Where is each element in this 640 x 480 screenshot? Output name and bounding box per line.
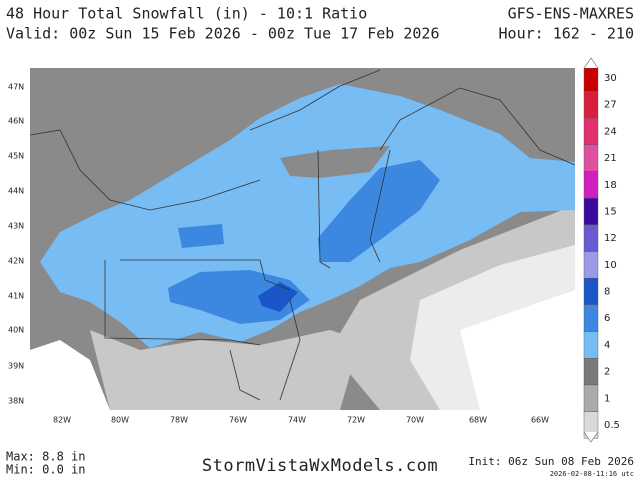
lat-label: 43N [8, 222, 24, 231]
lon-label: 80W [111, 416, 129, 425]
colorbar-label: 30 [604, 73, 617, 84]
lat-label: 42N [8, 257, 24, 266]
lat-label: 38N [8, 397, 24, 406]
timestamp: 2026-02-08-11:16 utc [550, 470, 634, 478]
white-region [30, 340, 110, 410]
lat-label: 39N [8, 362, 24, 371]
colorbar-label: 24 [604, 126, 617, 137]
colorbar-swatch [583, 384, 599, 412]
white-region [460, 290, 575, 410]
colorbar-swatch [583, 117, 599, 145]
valid-time: Valid: 00z Sun 15 Feb 2026 - 00z Tue 17 … [6, 25, 439, 43]
lat-label: 45N [8, 152, 24, 161]
hour: Hour: 162 - 210 [499, 25, 634, 43]
colorbar-label: 10 [604, 260, 617, 271]
lon-label: 66W [531, 416, 549, 425]
colorbar-swatch [583, 358, 599, 386]
colorbar-label: 15 [604, 206, 617, 217]
low-snow-patch [280, 146, 390, 178]
colorbar-swatch [583, 144, 599, 172]
min-value: Min: 0.0 in [6, 463, 85, 477]
colorbar-swatch [583, 91, 599, 119]
init-time: Init: 06z Sun 08 Feb 2026 [468, 455, 634, 468]
colorbar-label: 27 [604, 100, 617, 111]
colorbar-label: 18 [604, 180, 617, 191]
colorbar-swatch [583, 171, 599, 199]
lat-label: 41N [8, 292, 24, 301]
light-gray-region [90, 330, 360, 410]
colorbar-label: 4 [604, 340, 610, 351]
lon-label: 70W [406, 416, 424, 425]
map [29, 68, 576, 410]
colorbar-swatch [583, 251, 599, 279]
colorbar-label: 1 [604, 393, 610, 404]
lon-label: 76W [229, 416, 247, 425]
colorbar-swatch [583, 67, 599, 92]
model: GFS-ENS-MAXRES [508, 5, 634, 23]
lon-label: 72W [347, 416, 365, 425]
colorbar-label: 12 [604, 233, 617, 244]
colorbar-swatch [583, 304, 599, 332]
lon-label: 78W [170, 416, 188, 425]
lat-labels: 47N 46N 45N 44N 43N 42N 41N 40N 39N 38N [8, 83, 24, 406]
colorbar-label: 6 [604, 313, 610, 324]
lon-label: 74W [288, 416, 306, 425]
lat-label: 46N [8, 117, 24, 126]
max-value: Max: 8.8 in [6, 450, 85, 464]
title: 48 Hour Total Snowfall (in) - 10:1 Ratio [6, 5, 367, 23]
lon-labels: 82W 80W 78W 76W 74W 72W 70W 68W 66W [53, 416, 549, 425]
colorbar-label: 8 [604, 287, 610, 298]
colorbar-label: 0.5 [604, 420, 620, 431]
snow-2-4 [40, 84, 575, 348]
colorbar-label: 2 [604, 367, 610, 378]
lon-label: 82W [53, 416, 71, 425]
borders [29, 69, 576, 401]
colorbar-label: 21 [604, 153, 617, 164]
snow-4-6 [178, 224, 224, 248]
colorbar-cap [583, 57, 599, 443]
lat-label: 47N [8, 83, 24, 92]
snow-4-6 [318, 160, 440, 262]
lat-label: 44N [8, 187, 24, 196]
lat-label: 40N [8, 326, 24, 335]
lon-label: 68W [469, 416, 487, 425]
site: StormVistaWxModels.com [202, 456, 438, 476]
colorbar-swatch [583, 197, 599, 226]
colorbar-swatch [583, 331, 599, 359]
colorbar-swatch [583, 277, 599, 306]
colorbar-swatch [583, 224, 599, 252]
